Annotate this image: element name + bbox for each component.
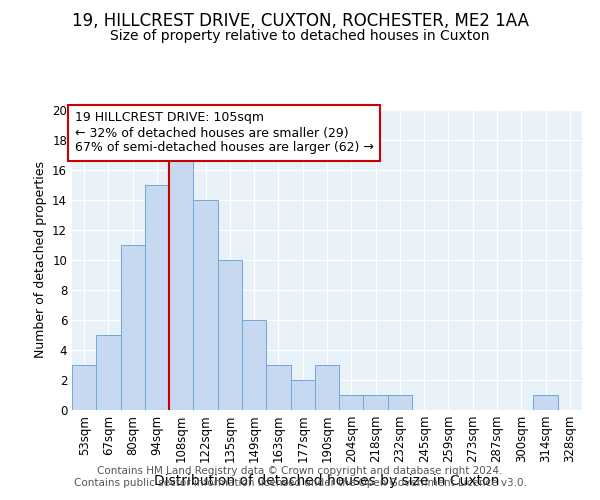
Bar — [193, 200, 218, 410]
Text: 19, HILLCREST DRIVE, CUXTON, ROCHESTER, ME2 1AA: 19, HILLCREST DRIVE, CUXTON, ROCHESTER, … — [71, 12, 529, 30]
Text: Size of property relative to detached houses in Cuxton: Size of property relative to detached ho… — [110, 29, 490, 43]
Text: 19 HILLCREST DRIVE: 105sqm
← 32% of detached houses are smaller (29)
67% of semi: 19 HILLCREST DRIVE: 105sqm ← 32% of deta… — [74, 112, 373, 154]
Text: Contains HM Land Registry data © Crown copyright and database right 2024.
Contai: Contains HM Land Registry data © Crown c… — [74, 466, 526, 487]
Bar — [121, 245, 145, 410]
Bar — [266, 365, 290, 410]
Bar — [72, 365, 96, 410]
Bar — [145, 185, 169, 410]
Bar — [533, 395, 558, 410]
X-axis label: Distribution of detached houses by size in Cuxton: Distribution of detached houses by size … — [154, 474, 500, 488]
Bar — [242, 320, 266, 410]
Bar — [364, 395, 388, 410]
Y-axis label: Number of detached properties: Number of detached properties — [34, 162, 47, 358]
Bar — [290, 380, 315, 410]
Bar — [169, 155, 193, 410]
Bar — [388, 395, 412, 410]
Bar — [339, 395, 364, 410]
Bar — [96, 335, 121, 410]
Bar — [315, 365, 339, 410]
Bar — [218, 260, 242, 410]
